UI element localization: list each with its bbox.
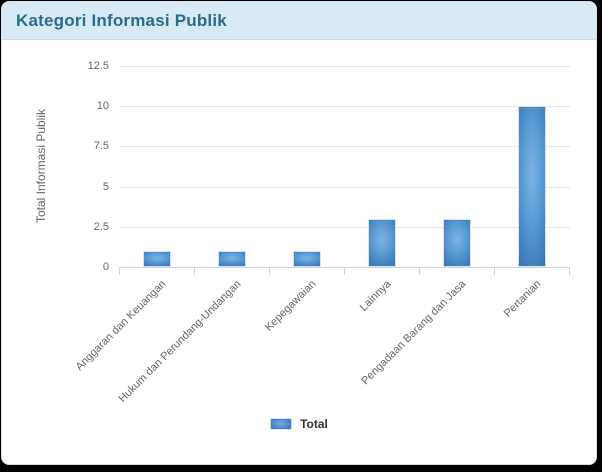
legend-marker-icon bbox=[270, 418, 293, 430]
gridline bbox=[119, 66, 570, 67]
gridline bbox=[119, 186, 570, 188]
chart-bar[interactable] bbox=[367, 218, 396, 267]
chart-bar[interactable] bbox=[217, 250, 246, 267]
page-title: Kategori Informasi Publik bbox=[16, 10, 227, 30]
chart-bar[interactable] bbox=[142, 250, 171, 267]
gridline bbox=[119, 106, 570, 108]
y-axis-title: Total Informasi Publik bbox=[34, 108, 48, 224]
y-axis-tick-label: 7.5 bbox=[93, 140, 109, 153]
legend: Total bbox=[2, 417, 596, 431]
y-axis-tick-label: 10 bbox=[96, 100, 109, 113]
gridline bbox=[119, 226, 570, 228]
card-header: Kategori Informasi Publik bbox=[2, 2, 596, 40]
legend-item-total[interactable]: Total bbox=[270, 417, 328, 431]
chart-bar[interactable] bbox=[292, 250, 321, 267]
y-axis-tick-label: 2.5 bbox=[93, 220, 109, 233]
chart-bar[interactable] bbox=[517, 106, 546, 267]
chart-bar[interactable] bbox=[442, 218, 471, 267]
gridline bbox=[119, 146, 570, 148]
chart-card: Kategori Informasi Publik Total Informas… bbox=[1, 1, 597, 465]
y-axis-tick-label: 12.5 bbox=[87, 60, 109, 72]
legend-label: Total bbox=[300, 417, 328, 431]
bar-chart: Total Informasi Publik 0 2.5 5 7.5 10 12.5 Ang… bbox=[2, 40, 596, 463]
x-axis-tick bbox=[494, 267, 495, 275]
x-axis-tick bbox=[119, 267, 120, 275]
x-axis-tick bbox=[419, 267, 420, 275]
y-axis-tick-label: 0 bbox=[102, 261, 109, 273]
y-axis-tick-label: 5 bbox=[102, 180, 109, 193]
x-axis-tick bbox=[269, 267, 270, 275]
x-axis-tick bbox=[344, 267, 345, 275]
x-axis-tick bbox=[569, 267, 570, 275]
x-axis-tick bbox=[194, 267, 195, 275]
